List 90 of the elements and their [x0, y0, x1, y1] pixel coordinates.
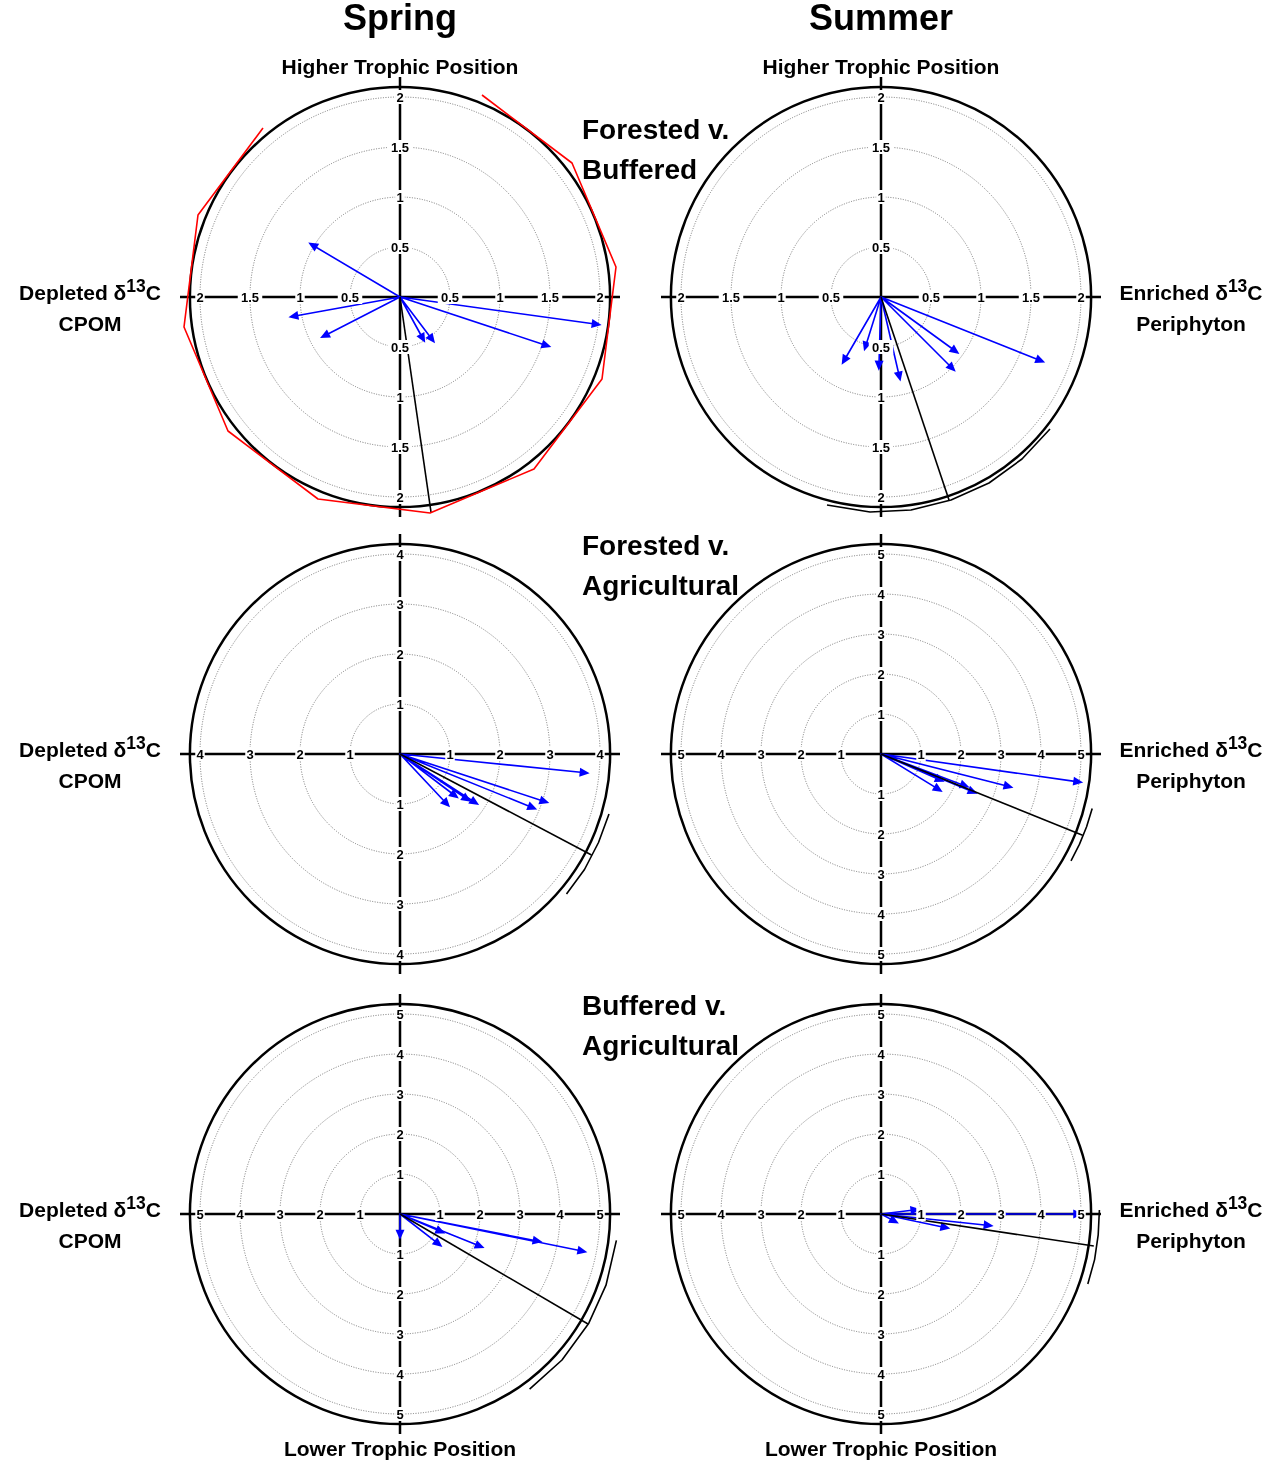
x-tick-label: 4	[1037, 747, 1046, 762]
x-tick-label: 2	[296, 747, 304, 762]
y-tick-label: 3	[396, 897, 404, 912]
chart-title: Summer	[807, 0, 955, 39]
text: Buffered v. Agricultural	[582, 989, 741, 1063]
x-tick-label: 3	[546, 747, 554, 762]
y-tick-label: 4	[396, 547, 405, 562]
x-tick-label: 1	[436, 1207, 444, 1222]
y-tick-label: 1	[877, 1247, 885, 1262]
y-tick-label: 2	[877, 667, 885, 682]
x-tick-label: 5	[1077, 747, 1085, 762]
x-tick-label: 1	[917, 747, 925, 762]
x-tick-label: 2	[316, 1207, 324, 1222]
x-tick-label: 5	[596, 1207, 604, 1222]
y-tick-label: 4	[877, 907, 886, 922]
y-tick-label: 2	[396, 647, 404, 662]
x-tick-label: 3	[757, 747, 765, 762]
y-tick-label: 3	[396, 597, 404, 612]
x-tick-label: 3	[997, 1207, 1005, 1222]
text: Forested v. Agricultural	[582, 529, 741, 603]
x-tick-label: 3	[276, 1207, 284, 1222]
x-tick-label: 4	[196, 747, 205, 762]
y-tick-label: 3	[877, 867, 885, 882]
text: Lower Trophic Position	[763, 1437, 999, 1461]
y-tick-label: 3	[877, 627, 885, 642]
y-tick-label: 2	[396, 1287, 404, 1302]
y-tick-label: 1	[877, 787, 885, 802]
y-tick-label: 5	[396, 1007, 404, 1022]
x-tick-label: 2	[797, 1207, 805, 1222]
chart-title: Spring	[342, 0, 458, 39]
x-tick-label: 1	[356, 1207, 364, 1222]
y-tick-label: 2	[396, 847, 404, 862]
x-tick-label: 1	[837, 747, 845, 762]
y-tick-label: 1	[396, 797, 404, 812]
y-tick-label: 1	[877, 1167, 885, 1182]
x-tick-label: 3	[757, 1207, 765, 1222]
y-tick-label: 4	[877, 1367, 886, 1382]
x-tick-label: 2	[957, 747, 965, 762]
x-axis-title: Enriched δ$^{13}$C Periphyton	[1118, 275, 1264, 337]
y-tick-label: 5	[877, 547, 885, 562]
x-tick-label: 1	[917, 1207, 925, 1222]
y-tick-label: 3	[877, 1087, 885, 1102]
x-tick-label: 4	[717, 1207, 726, 1222]
y-tick-label: 2	[396, 1127, 404, 1142]
y-tick-label: 1	[396, 697, 404, 712]
y-tick-label: 5	[877, 947, 885, 962]
y-tick-label: 5	[396, 1407, 404, 1422]
y-tick-label: 4	[396, 1367, 405, 1382]
x-axis-title: Enriched δ$^{13}$C Periphyton	[1118, 1192, 1264, 1254]
x-tick-label: 2	[496, 747, 504, 762]
x-tick-label: 4	[236, 1207, 245, 1222]
text: Depleted δ$^{13}$C CPOM	[19, 276, 161, 335]
y-tick-label: 5	[877, 1407, 885, 1422]
x-tick-label: 3	[516, 1207, 524, 1222]
x-tick-label: 2	[957, 1207, 965, 1222]
y-tick-label: 3	[396, 1327, 404, 1342]
x-tick-label: 2	[476, 1207, 484, 1222]
y-tick-label: 2	[877, 1127, 885, 1142]
y-tick-label: 5	[877, 1007, 885, 1022]
x-tick-label: 3	[246, 747, 254, 762]
text: Depleted δ$^{13}$C CPOM	[19, 733, 161, 792]
x-tick-label: 1	[346, 747, 354, 762]
x-tick-label: 4	[596, 747, 605, 762]
x-tick-label: 5	[677, 747, 685, 762]
x-tick-label: 3	[997, 747, 1005, 762]
y-tick-label: 3	[877, 1327, 885, 1342]
x-tick-label: 4	[717, 747, 726, 762]
y-tick-label: 4	[877, 1047, 886, 1062]
x-tick-label: 1	[446, 747, 454, 762]
text: Depleted δ$^{13}$C CPOM	[19, 1193, 161, 1252]
y-tick-label: 2	[877, 827, 885, 842]
y-tick-label: 4	[396, 947, 405, 962]
x-tick-label: 1	[837, 1207, 845, 1222]
y-tick-label: 2	[877, 1287, 885, 1302]
x-tick-label: 5	[677, 1207, 685, 1222]
y-tick-label: 1	[396, 1167, 404, 1182]
y-tick-label: 4	[877, 587, 886, 602]
x-tick-label: 4	[556, 1207, 565, 1222]
y-axis-title: Higher Trophic Position	[761, 55, 1001, 79]
x-tick-label: 2	[797, 747, 805, 762]
x-tick-label: 5	[1077, 1207, 1085, 1222]
x-tick-label: 5	[196, 1207, 204, 1222]
y-tick-label: 4	[396, 1047, 405, 1062]
y-axis-title: Higher Trophic Position	[280, 55, 520, 79]
y-tick-label: 1	[877, 707, 885, 722]
x-axis-title: Enriched δ$^{13}$C Periphyton	[1118, 732, 1264, 794]
text: Lower Trophic Position	[282, 1437, 518, 1461]
y-tick-label: 1	[396, 1247, 404, 1262]
x-tick-label: 4	[1037, 1207, 1046, 1222]
y-tick-label: 3	[396, 1087, 404, 1102]
